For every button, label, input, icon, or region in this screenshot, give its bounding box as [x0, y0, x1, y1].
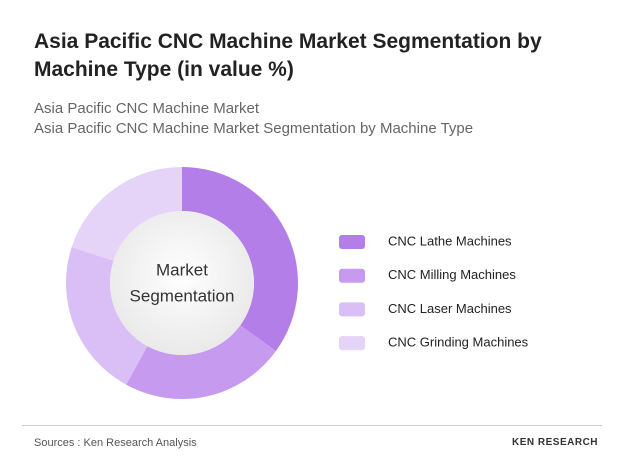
donut-segment — [71, 167, 182, 261]
legend-label: CNC Grinding Machines — [388, 335, 529, 350]
legend-swatch — [339, 302, 365, 317]
center-disc — [110, 211, 254, 355]
legend-swatch — [339, 268, 365, 283]
chart-title: Asia Pacific CNC Machine Market Segmenta… — [34, 30, 542, 81]
source-note: Sources : Ken Research Analysis — [34, 437, 197, 449]
legend-label: CNC Lathe Machines — [388, 233, 512, 248]
center-label: Market — [156, 260, 208, 279]
subtitle: Asia Pacific CNC Machine Market Segmenta… — [34, 120, 474, 137]
brand-logo: KEN RESEARCH — [512, 437, 599, 448]
footer-rule — [22, 425, 602, 426]
legend-swatch — [339, 336, 365, 351]
subtitle: Asia Pacific CNC Machine Market — [34, 100, 260, 117]
donut-segment — [66, 247, 148, 385]
legend-swatch — [339, 235, 365, 249]
donut-segment — [182, 167, 298, 352]
legend-label: CNC Milling Machines — [388, 267, 516, 282]
donut-segment — [126, 325, 276, 399]
center-label: Segmentation — [130, 286, 235, 305]
legend-label: CNC Laser Machines — [388, 301, 512, 316]
